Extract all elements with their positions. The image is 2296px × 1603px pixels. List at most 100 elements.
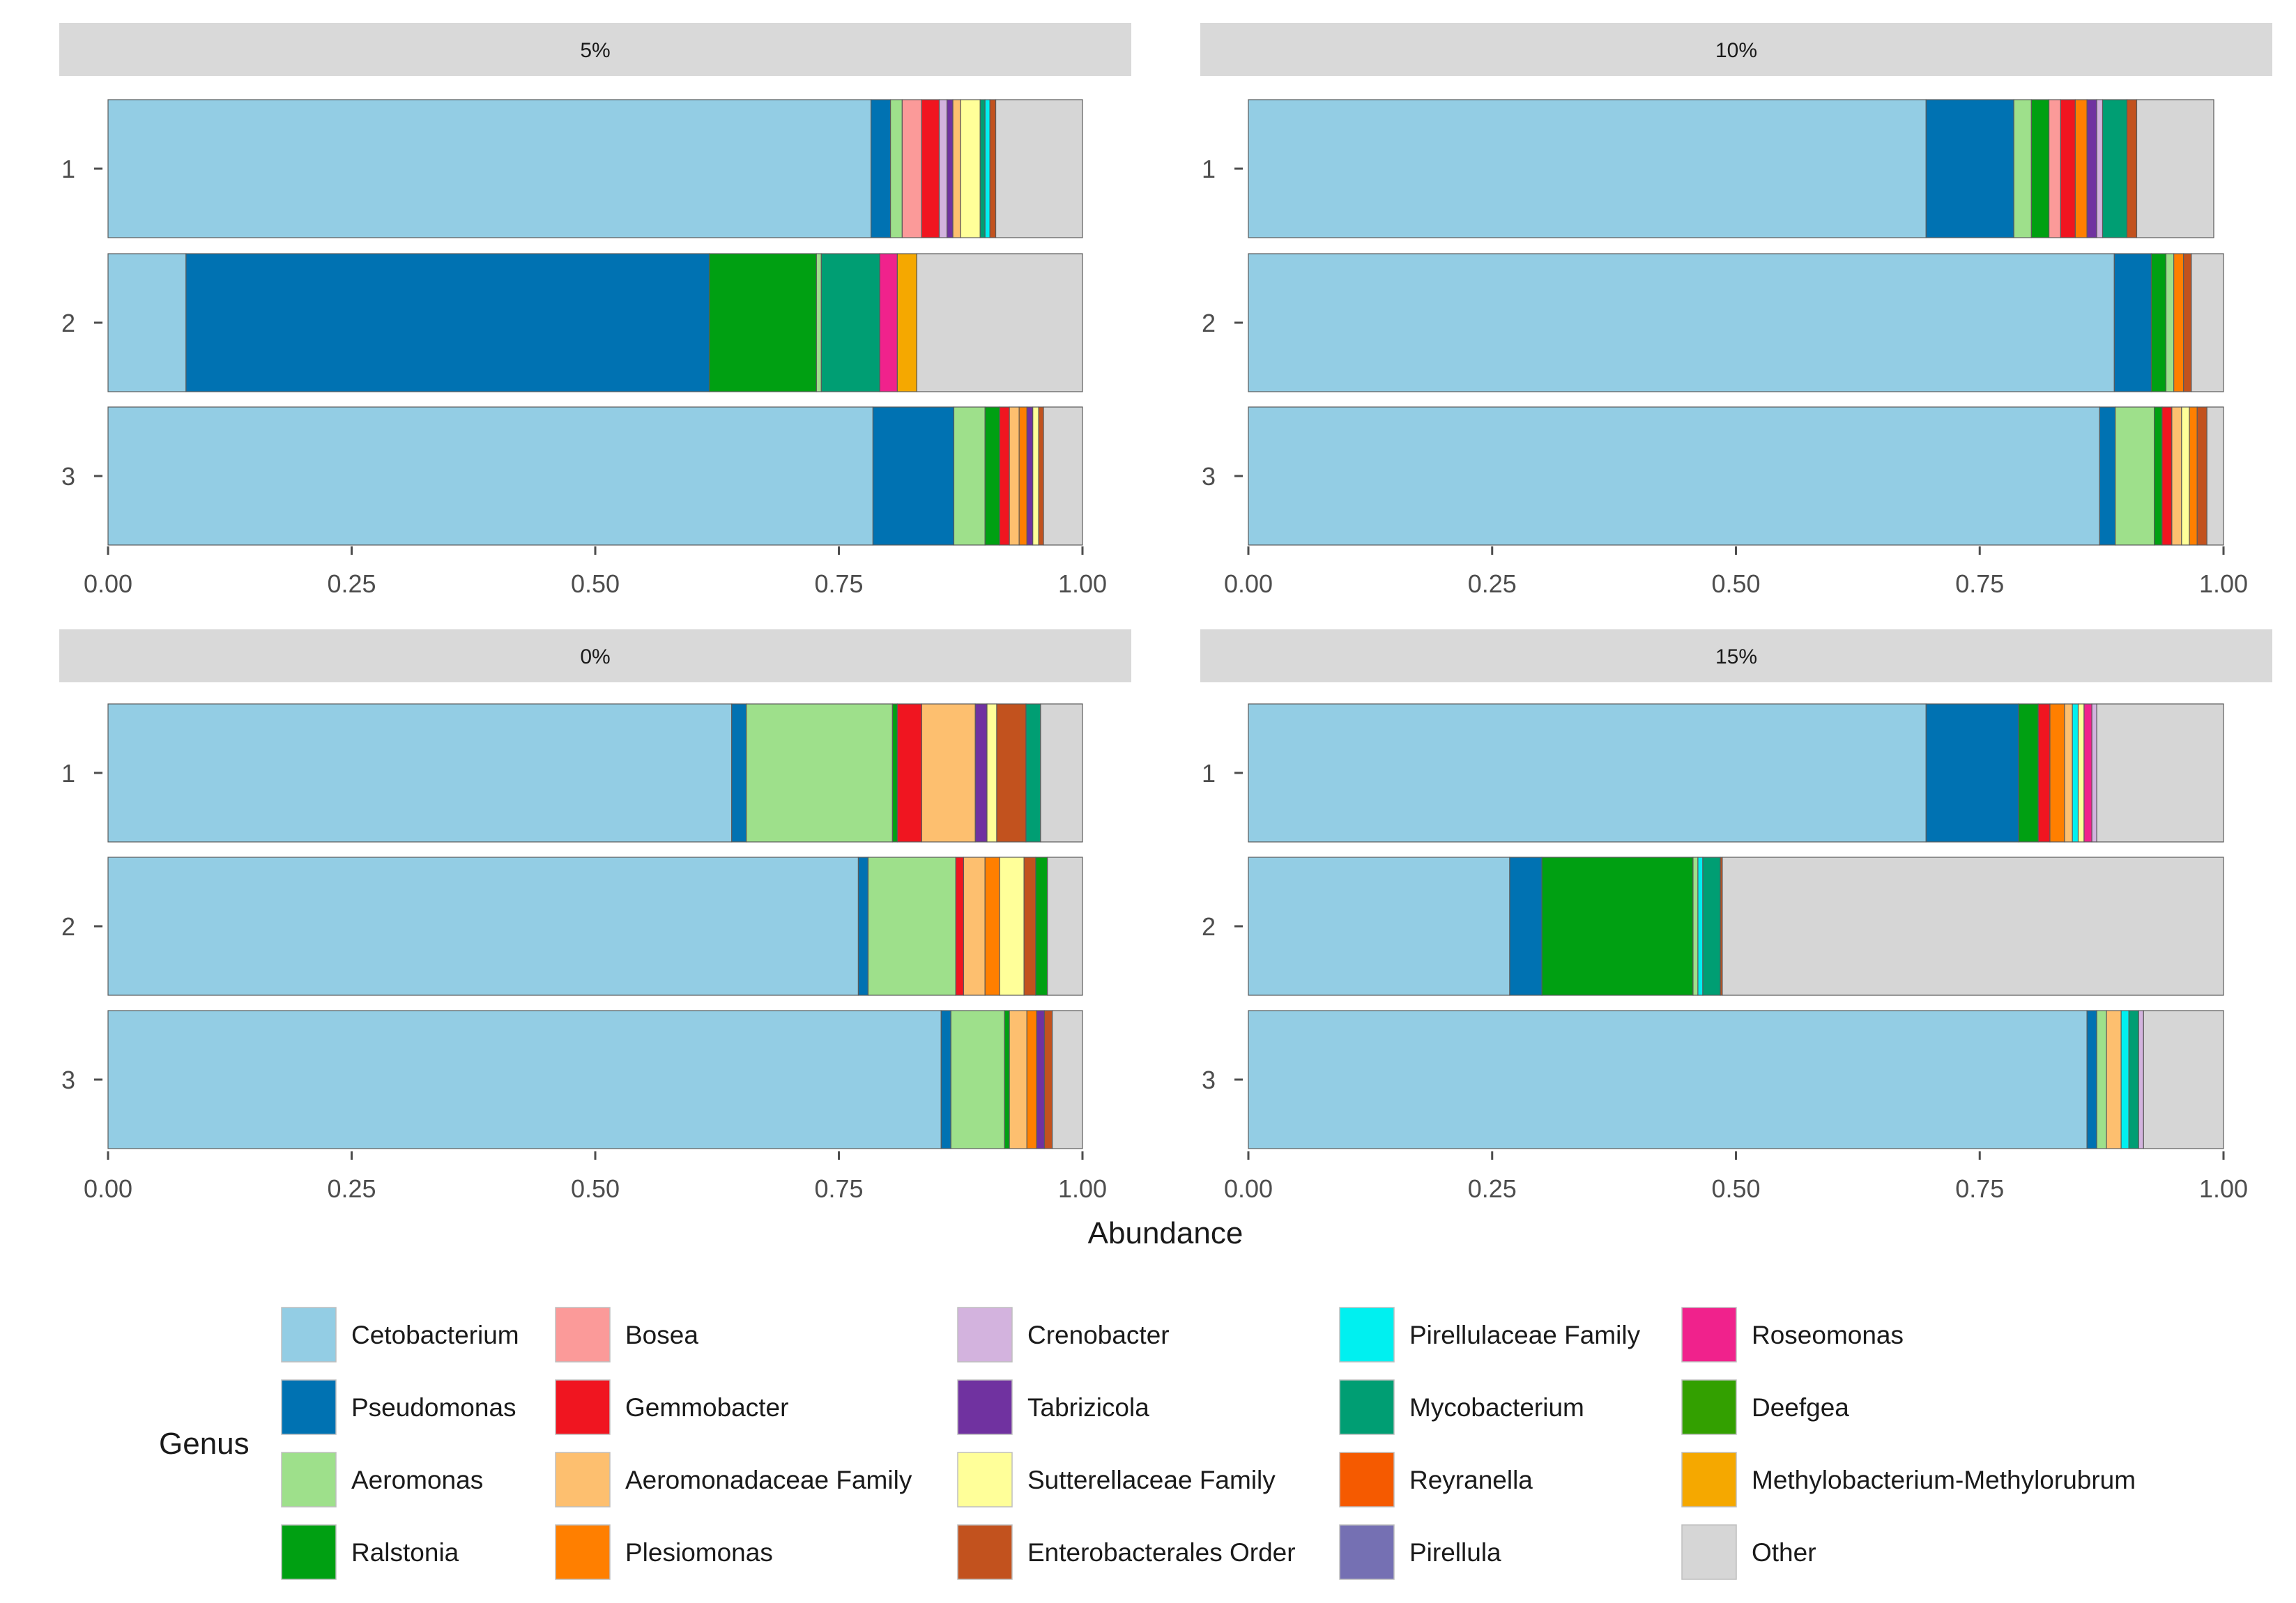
bar-segment-10-row2-pseudomonas: [2113, 253, 2152, 392]
bar-segment-15-row2-cetobacterium: [1248, 857, 1510, 996]
bar-segment-0-row2-plesiomonas: [984, 857, 1000, 996]
x-tick-label-5-0-50: 0.50: [571, 569, 620, 598]
bar-segment-5-row2-cetobacterium: [107, 253, 187, 392]
legend-label-aeromonadaceae-family: Aeromonadaceae Family: [625, 1466, 912, 1494]
bar-segment-15-row1-plesiomonas: [2049, 703, 2065, 843]
bar-segment-0-row1-mycobacterium: [1025, 703, 1041, 843]
bar-segment-15-row2-other: [1722, 857, 2224, 996]
y-tick-label-0-1: 1: [61, 759, 75, 788]
bar-segment-5-row1-aeromonadaceae-family: [952, 99, 961, 238]
bar-segment-5-row3-pseudomonas: [872, 406, 955, 546]
bar-segment-0-row2-other: [1047, 857, 1083, 996]
bar-segment-10-row2-cetobacterium: [1248, 253, 2115, 392]
bar-segment-10-row3-enterobacterales-order: [2196, 406, 2207, 546]
x-tick-label-10-1-00: 1.00: [2199, 569, 2248, 598]
bar-segment-5-row3-plesiomonas: [1018, 406, 1027, 546]
x-tick-label-15-0-75: 0.75: [1955, 1174, 2004, 1203]
legend-label-pirellula: Pirellula: [1409, 1538, 1501, 1567]
x-tick-label-5-1-00: 1.00: [1058, 569, 1107, 598]
legend-label-ralstonia: Ralstonia: [351, 1538, 459, 1567]
legend-key-pirellula: [1339, 1524, 1395, 1580]
legend-label-roseomonas: Roseomonas: [1752, 1321, 1904, 1349]
panel-strip-0: [59, 629, 1131, 682]
bar-segment-5-row3-cetobacterium: [107, 406, 874, 546]
panel-strip-10: [1200, 23, 2272, 76]
legend-key-reyranella: [1339, 1452, 1395, 1508]
bar-segment-0-row2-sutterellaceae-family: [999, 857, 1025, 996]
bar-segment-5-row2-roseomonas: [879, 253, 898, 392]
bar-segment-15-row2-pseudomonas: [1509, 857, 1543, 996]
legend-label-aeromonas: Aeromonas: [351, 1466, 483, 1494]
bar-segment-0-row1-pseudomonas: [731, 703, 747, 843]
legend-key-plesiomonas: [555, 1524, 611, 1580]
bar-segment-10-row3-plesiomonas: [2189, 406, 2198, 546]
bar-segment-5-row1-aeromonas: [889, 99, 903, 238]
legend-key-other: [1681, 1524, 1737, 1580]
bar-segment-0-row1-other: [1040, 703, 1083, 843]
bar-segment-15-row1-gemmobacter: [2037, 703, 2051, 843]
bar-segment-15-row3-aeromonas: [2096, 1010, 2107, 1149]
bar-segment-0-row3-tabrizicola: [1036, 1010, 1046, 1149]
bar-segment-5-row1-pirellulaceae-family: [984, 99, 990, 238]
bar-segment-5-row2-ralstonia: [708, 253, 817, 392]
bar-segment-10-row1-plesiomonas: [2074, 99, 2088, 238]
legend-label-plesiomonas: Plesiomonas: [625, 1538, 773, 1567]
legend-label-tabrizicola: Tabrizicola: [1027, 1393, 1149, 1422]
bar-segment-0-row1-gemmobacter: [896, 703, 922, 843]
bar-segment-0-row1-enterobacterales-order: [996, 703, 1027, 843]
bar-segment-15-row3-mycobacterium: [2128, 1010, 2139, 1149]
y-tick-label-15-3: 3: [1202, 1066, 1216, 1094]
bar-segment-5-row1-sutterellaceae-family: [960, 99, 981, 238]
bar-segment-0-row3-ralstonia: [1004, 1010, 1010, 1149]
legend-key-deefgea: [1681, 1379, 1737, 1435]
legend-key-bosea: [555, 1307, 611, 1363]
legend-label-sutterellaceae-family: Sutterellaceae Family: [1027, 1466, 1276, 1494]
legend-key-crenobacter: [957, 1307, 1013, 1363]
legend-key-pirellulaceae-family: [1339, 1307, 1395, 1363]
bar-segment-10-row1-tabrizicola: [2086, 99, 2097, 238]
bar-segment-10-row2-aeromonas: [2165, 253, 2175, 392]
bar-segment-10-row1-other: [2136, 99, 2214, 238]
bar-segment-15-row1-aeromonadaceae-family: [2064, 703, 2073, 843]
bar-segment-15-row1-roseomonas: [2083, 703, 2092, 843]
bar-segment-15-row1-cetobacterium: [1248, 703, 1927, 843]
legend-key-pseudomonas: [281, 1379, 337, 1435]
bar-segment-15-row3-other: [2143, 1010, 2224, 1149]
bar-segment-15-row1-pirellulaceae-family: [2072, 703, 2079, 843]
bar-segment-0-row2-cetobacterium: [107, 857, 859, 996]
bar-segment-10-row3-cetobacterium: [1248, 406, 2100, 546]
bar-segment-10-row3-aeromonas: [2115, 406, 2155, 546]
legend-key-roseomonas: [1681, 1307, 1737, 1363]
bar-segment-15-row3-aeromonadaceae-family: [2106, 1010, 2122, 1149]
bar-segment-10-row1-cetobacterium: [1248, 99, 1927, 238]
x-tick-label-0-0-00: 0.00: [84, 1174, 132, 1203]
y-tick-label-15-1: 1: [1202, 759, 1216, 788]
legend-key-aeromonadaceae-family: [555, 1452, 611, 1508]
legend-label-other: Other: [1752, 1538, 1816, 1567]
x-tick-label-0-0-25: 0.25: [327, 1174, 376, 1203]
bar-segment-5-row1-cetobacterium: [107, 99, 872, 238]
bar-segment-5-row1-crenobacter: [938, 99, 948, 238]
bar-segment-10-row1-bosea: [2048, 99, 2061, 238]
bar-segment-15-row1-other: [2096, 703, 2224, 843]
bar-segment-5-row3-aeromonas: [953, 406, 986, 546]
bar-segment-0-row2-pseudomonas: [857, 857, 869, 996]
bar-segment-15-row2-mycobacterium: [1702, 857, 1721, 996]
x-tick-label-5-0-75: 0.75: [814, 569, 863, 598]
bar-segment-0-row2-ralstonia: [1035, 857, 1048, 996]
bar-segment-10-row3-other: [2206, 406, 2224, 546]
y-tick-label-0-2: 2: [61, 912, 75, 941]
legend-key-gemmobacter: [555, 1379, 611, 1435]
panel-title-0: 0%: [580, 645, 610, 668]
bar-segment-5-row1-other: [995, 99, 1083, 238]
x-axis-title: Abundance: [1088, 1216, 1243, 1250]
legend-title: Genus: [159, 1427, 250, 1461]
legend-label-deefgea: Deefgea: [1752, 1393, 1849, 1422]
bar-segment-10-row1-pseudomonas: [1925, 99, 2014, 238]
y-tick-label-5-3: 3: [61, 462, 75, 491]
bar-segment-5-row3-gemmobacter: [999, 406, 1010, 546]
bar-segment-5-row2-aeromonas: [816, 253, 822, 392]
bar-segment-0-row3-aeromonas: [950, 1010, 1005, 1149]
bar-segment-10-row1-aeromonas: [2013, 99, 2032, 238]
